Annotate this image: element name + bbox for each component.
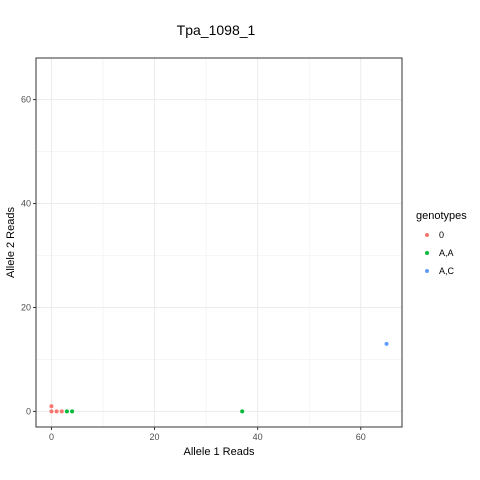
legend-item: A,C bbox=[425, 266, 455, 276]
grid bbox=[36, 58, 402, 427]
x-tick-label: 20 bbox=[150, 432, 160, 442]
x-tick-label: 0 bbox=[49, 432, 54, 442]
y-axis-title: Allele 2 Reads bbox=[5, 207, 17, 278]
y-tick-label: 0 bbox=[26, 406, 31, 416]
legend-title: genotypes bbox=[416, 210, 467, 222]
legend-key bbox=[425, 233, 429, 237]
data-point bbox=[240, 409, 245, 414]
legend: genotypes 0 A,A A,C bbox=[416, 210, 467, 276]
legend-items: 0 A,A A,C bbox=[425, 230, 455, 276]
y-tick-label: 20 bbox=[21, 302, 31, 312]
data-point bbox=[384, 341, 389, 346]
data-point bbox=[64, 409, 69, 414]
legend-label: A,C bbox=[439, 266, 455, 276]
chart-title: Tpa_1098_1 bbox=[177, 22, 256, 38]
y-tick-label: 60 bbox=[21, 95, 31, 105]
x-tick-label: 40 bbox=[253, 432, 263, 442]
legend-item: A,A bbox=[425, 248, 454, 258]
y-tick-label: 40 bbox=[21, 199, 31, 209]
legend-item: 0 bbox=[425, 230, 444, 240]
x-axis-title: Allele 1 Reads bbox=[184, 446, 255, 458]
legend-label: A,A bbox=[439, 248, 454, 258]
plot-panel-border bbox=[35, 57, 403, 428]
data-point bbox=[54, 409, 59, 414]
axis-ticks: 0 20 40 60 0 20 40 60 bbox=[21, 95, 366, 442]
data-point bbox=[70, 409, 75, 414]
data-points bbox=[49, 341, 389, 414]
x-tick-label: 60 bbox=[356, 432, 366, 442]
data-point bbox=[49, 409, 54, 414]
legend-key bbox=[425, 269, 429, 273]
legend-label: 0 bbox=[439, 230, 444, 240]
data-point bbox=[49, 404, 54, 409]
legend-key bbox=[425, 251, 429, 255]
data-point bbox=[59, 409, 64, 414]
